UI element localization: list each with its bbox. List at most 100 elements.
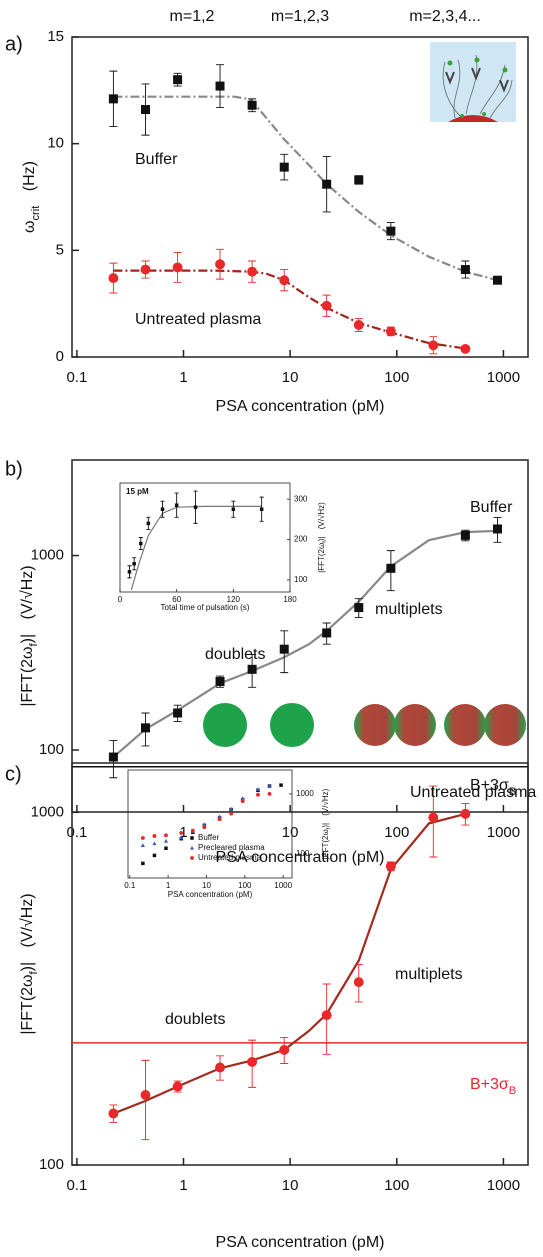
y-axis-label: |FFT(2ωf)| (V/√Hz) bbox=[19, 893, 40, 1034]
data-point bbox=[202, 822, 207, 827]
data-point bbox=[354, 603, 364, 613]
x-tick-label: 10 bbox=[282, 1177, 299, 1194]
annotation: multiplets bbox=[395, 966, 463, 983]
doublet-particle bbox=[270, 703, 314, 747]
y-tick-label: 0 bbox=[56, 348, 64, 365]
x-tick-label: 1 bbox=[166, 881, 171, 890]
inset-label: 15 pM bbox=[126, 487, 149, 496]
x-tick-label: 1 bbox=[179, 369, 187, 386]
data-point bbox=[354, 175, 364, 185]
threshold-label: B+3σB bbox=[470, 777, 516, 798]
data-point bbox=[179, 835, 184, 839]
panel-label: b) bbox=[5, 458, 23, 480]
x-tick-label: 100 bbox=[384, 1177, 409, 1194]
y-label-part: ω bbox=[21, 221, 38, 234]
x-tick-label: 0.1 bbox=[66, 824, 87, 841]
y-label-part: (V/√Hz) bbox=[19, 565, 36, 619]
y-axis-label: |FFT(2ωf)| (V/√Hz) bbox=[321, 788, 332, 859]
schematic-antibodies bbox=[445, 67, 509, 93]
data-point bbox=[460, 530, 470, 540]
x-tick-label: 0.1 bbox=[66, 369, 87, 386]
y-axis-label: ωcrit (Hz) bbox=[21, 161, 42, 233]
y-label-part: )| bbox=[317, 536, 326, 541]
x-tick-label: 0 bbox=[118, 595, 123, 604]
data-point bbox=[460, 343, 471, 354]
y-label-part: (V/√Hz) bbox=[317, 502, 326, 529]
data-point bbox=[172, 262, 183, 273]
y-tick-label: 1000 bbox=[31, 547, 64, 564]
y-label-part: f bbox=[28, 642, 40, 646]
x-tick-label: 100 bbox=[238, 881, 252, 890]
data-point bbox=[164, 833, 168, 838]
plot-frame bbox=[71, 36, 529, 358]
multiplet-particle bbox=[354, 704, 396, 746]
y-label-part: f bbox=[28, 970, 40, 974]
data-point bbox=[163, 838, 169, 843]
y-tick-label: 5 bbox=[56, 241, 64, 258]
y-label-part: )| bbox=[19, 634, 36, 643]
data-point bbox=[190, 828, 195, 833]
data-point bbox=[240, 796, 245, 800]
data-point bbox=[146, 521, 151, 526]
x-axis-label: PSA concentration (pM) bbox=[216, 1234, 385, 1251]
data-point bbox=[179, 830, 184, 835]
series-label: Buffer bbox=[135, 151, 178, 168]
data-point bbox=[140, 836, 145, 840]
data-point bbox=[385, 326, 396, 337]
data-point bbox=[240, 799, 245, 804]
data-point bbox=[428, 340, 439, 351]
y-tick-label: 100 bbox=[39, 741, 64, 758]
data-point bbox=[140, 264, 151, 275]
data-point bbox=[493, 275, 503, 285]
x-axis-label: Total time of pulsation (s) bbox=[161, 603, 250, 612]
data-point bbox=[217, 814, 222, 819]
data-point bbox=[279, 783, 283, 787]
y-label-part: crit bbox=[30, 205, 42, 221]
x-axis-label: PSA concentration (pM) bbox=[216, 849, 385, 866]
y-tick-label: 10 bbox=[47, 135, 64, 152]
data-point bbox=[215, 81, 225, 91]
threshold-label: B+3σB bbox=[470, 1076, 516, 1097]
schematic-strands bbox=[442, 54, 513, 119]
data-point bbox=[353, 320, 364, 330]
y-tick-label: 100 bbox=[294, 575, 308, 584]
data-point bbox=[321, 1010, 332, 1021]
data-point bbox=[160, 507, 165, 511]
data-point bbox=[108, 94, 118, 104]
data-point bbox=[202, 825, 207, 830]
schematic bbox=[430, 42, 516, 122]
x-tick-label: 100 bbox=[384, 369, 409, 386]
data-point bbox=[229, 811, 234, 816]
data-point bbox=[279, 1044, 290, 1055]
y-tick-label: 100 bbox=[39, 1156, 64, 1173]
series-label: Buffer bbox=[470, 499, 513, 516]
data-point bbox=[140, 105, 150, 115]
data-point bbox=[127, 570, 132, 574]
plot-frame bbox=[127, 769, 293, 879]
data-point bbox=[322, 628, 332, 638]
y-tick-label: 300 bbox=[294, 494, 308, 503]
threshold-label-sub: B bbox=[509, 786, 516, 798]
series-label: Untreated plasma bbox=[135, 311, 261, 328]
data-point bbox=[215, 677, 225, 687]
data-point bbox=[108, 1108, 119, 1119]
multiplet-particle bbox=[394, 704, 436, 746]
y-tick-label: 100 bbox=[296, 849, 310, 858]
schematic-bg bbox=[430, 42, 516, 122]
data-point bbox=[217, 817, 222, 822]
data-point bbox=[215, 1062, 225, 1073]
data-point bbox=[279, 644, 289, 654]
data-point bbox=[259, 507, 264, 511]
x-tick-label: 10 bbox=[282, 369, 299, 386]
data-point bbox=[460, 808, 471, 819]
data-point bbox=[279, 162, 289, 172]
x-tick-label: 120 bbox=[227, 595, 241, 604]
data-point bbox=[141, 861, 145, 866]
plot-frame bbox=[119, 482, 291, 593]
data-point bbox=[152, 853, 157, 858]
x-tick-label: 100 bbox=[384, 824, 409, 841]
data-point bbox=[428, 812, 439, 823]
legend-marker bbox=[189, 845, 195, 850]
annotation: multiplets bbox=[375, 601, 443, 618]
particle-illustration bbox=[203, 703, 526, 747]
